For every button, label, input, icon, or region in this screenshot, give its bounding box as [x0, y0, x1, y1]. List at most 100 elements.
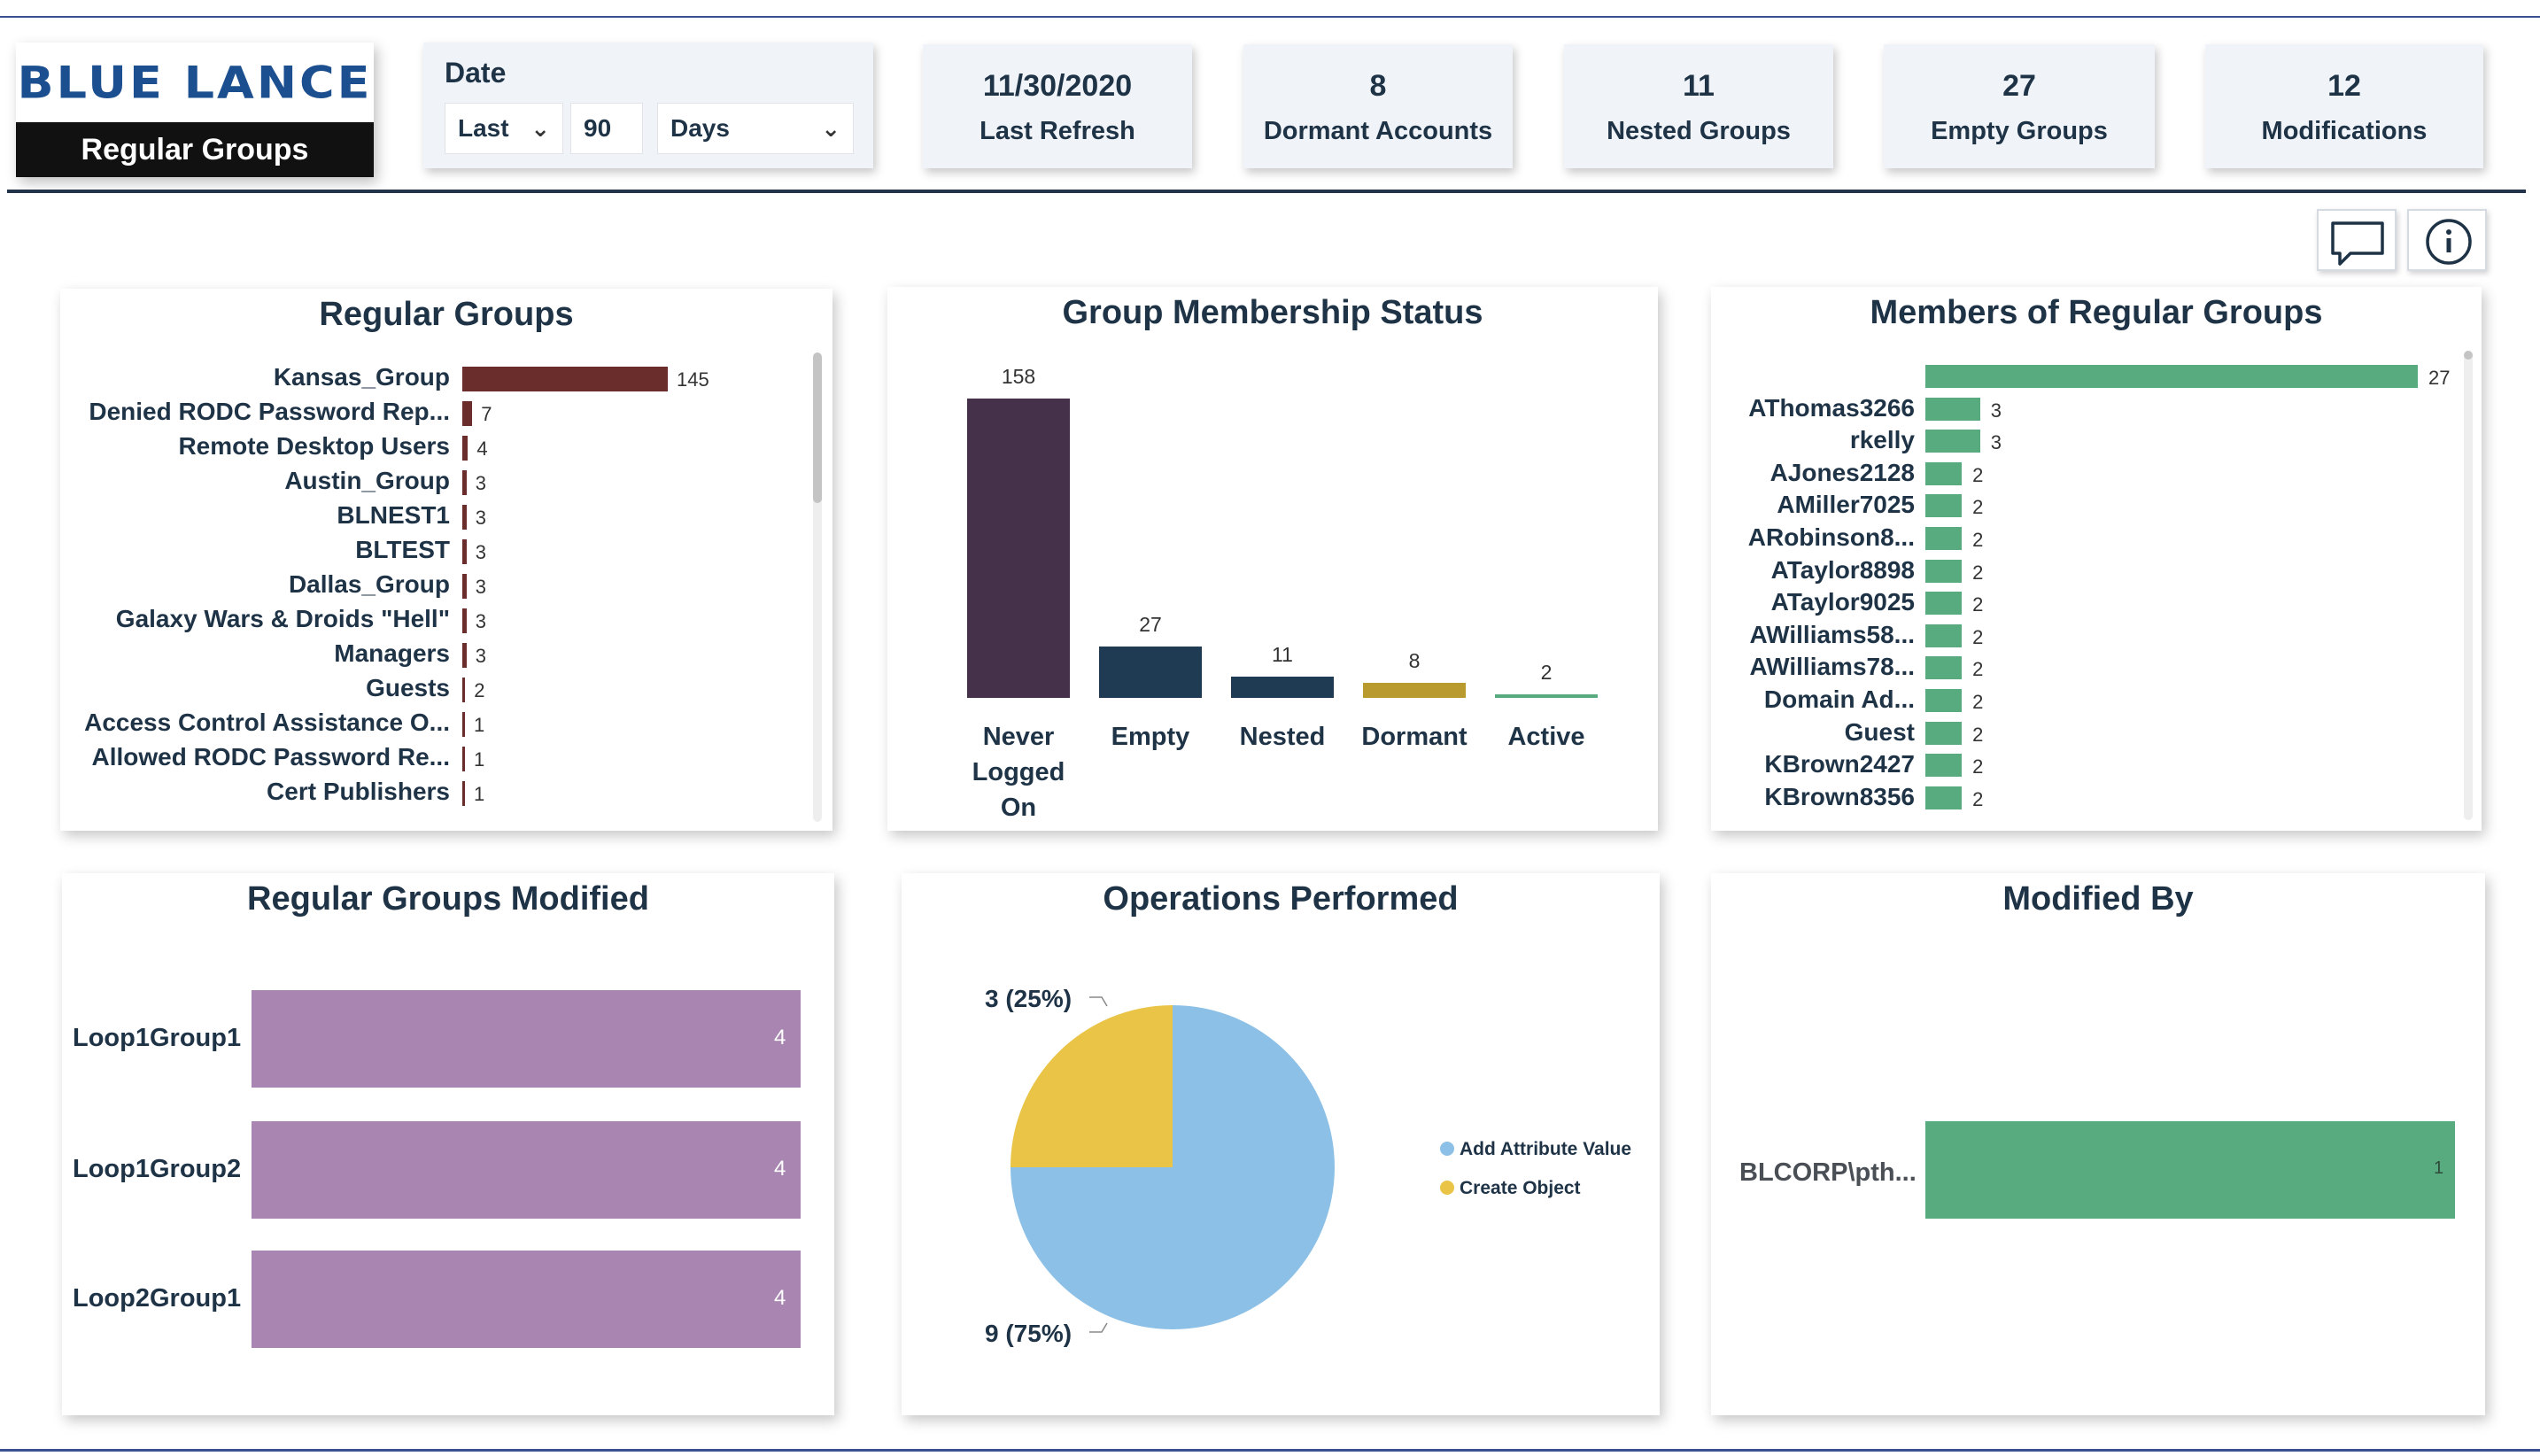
kpi-value: 27 [2002, 69, 2036, 103]
bar [1925, 559, 1963, 583]
bar-label: AMiller7025 [1777, 491, 1915, 519]
kpi-label: Nested Groups [1607, 117, 1791, 145]
unit-dropdown[interactable]: Days ⌄ [657, 103, 854, 154]
bar-value: 2 [474, 679, 485, 701]
bar-label: AThomas3266 [1748, 393, 1915, 422]
bar [1925, 656, 1963, 680]
period-dropdown[interactable]: Last ⌄ [445, 103, 563, 154]
category-label: Empty [1111, 723, 1190, 751]
bar-value: 8 [1408, 648, 1421, 672]
info-icon [2426, 219, 2472, 265]
kpi-value: 11 [1683, 69, 1715, 103]
date-filter-title: Date [445, 57, 507, 89]
bar [462, 574, 467, 599]
bar [1925, 430, 1980, 453]
bar-label: BLCORP\pth... [1739, 1158, 1917, 1187]
header-divider [7, 190, 2526, 193]
bar-value: 1 [474, 748, 485, 771]
bar-value: 2 [1972, 691, 1984, 713]
pie-chart [1011, 996, 1335, 1333]
category-label: Dormant [1361, 723, 1467, 751]
scrollbar-track[interactable] [813, 352, 822, 822]
legend-label: Create Object [1460, 1178, 1581, 1198]
chart-title: Regular Groups Modified [247, 880, 649, 918]
bar-value: 1 [2434, 1158, 2444, 1178]
bar-label: Galaxy Wars & Droids "Hell" [115, 605, 450, 632]
kpi-empty-groups: 27 Empty Groups [1884, 44, 2155, 168]
bar [462, 643, 467, 668]
bar-label: Guests [366, 674, 450, 701]
bar-value: 4 [774, 1157, 786, 1181]
bar-label: Allowed RODC Password Re... [91, 743, 450, 771]
bar [462, 678, 466, 702]
bar-value: 2 [1972, 755, 1984, 778]
bar-label: Domain Ad... [1763, 685, 1915, 713]
scrollbar-thumb[interactable] [2464, 351, 2473, 360]
bar [1925, 397, 1980, 421]
kpi-label: Dormant Accounts [1263, 117, 1493, 145]
bar-label: ATaylor8898 [1770, 555, 1915, 584]
bar-value: 2 [1972, 787, 1984, 810]
bar-label: Cert Publishers [267, 778, 450, 805]
kpi-dormant-accounts: 8 Dormant Accounts [1243, 44, 1513, 168]
chevron-down-icon: ⌄ [821, 115, 840, 142]
comment-button[interactable] [2317, 209, 2397, 271]
top-border [0, 16, 2540, 18]
bar [1925, 494, 1963, 518]
bar [252, 990, 801, 1088]
bar [1925, 721, 1963, 745]
bar-value: 4 [774, 1026, 786, 1049]
kpi-label: Empty Groups [1931, 117, 2108, 145]
bar-label: Loop1Group1 [73, 1024, 242, 1052]
bar [1231, 677, 1334, 698]
bar-label: AJones2128 [1769, 458, 1915, 486]
bar-label: Kansas_Group [273, 363, 450, 391]
bar-label: Remote Desktop Users [178, 432, 450, 460]
bar-label: KBrown8356 [1764, 782, 1915, 810]
pie-slice[interactable] [1011, 1005, 1173, 1167]
bar-label: AWilliams78... [1749, 653, 1916, 681]
chart-title: Modified By [2002, 880, 2194, 918]
bar-value: 1 [474, 714, 485, 736]
bar [1925, 1121, 2455, 1219]
bar-value: 2 [1972, 529, 1984, 551]
bar-value: 2 [1972, 561, 1984, 584]
speech-bubble-icon [2331, 221, 2384, 266]
amount-input[interactable]: 90 [570, 103, 643, 154]
scrollbar-track[interactable] [2464, 351, 2473, 820]
leader-line [1089, 1322, 1108, 1333]
bar-label: BLNEST1 [337, 501, 450, 529]
kpi-label: Last Refresh [980, 117, 1135, 145]
bar-value: 2 [1540, 660, 1553, 684]
bar-value: 3 [475, 645, 487, 667]
bar-label: rkelly [1849, 426, 1915, 454]
regular-groups-modified-chart: Regular Groups Modified Loop1Group1 4 Loop… [62, 873, 834, 1415]
bar [1925, 786, 1963, 809]
page-title: Regular Groups [16, 122, 374, 177]
category-label: Nested [1239, 723, 1326, 751]
bar-value: 3 [475, 472, 487, 494]
bar [1925, 754, 1963, 778]
bar-value: 2 [1972, 496, 1984, 519]
chart-title: Operations Performed [1103, 880, 1459, 918]
bar [1925, 623, 1963, 647]
bar [462, 505, 467, 530]
bar-value: 27 [1139, 613, 1162, 637]
scrollbar-thumb[interactable] [813, 352, 822, 503]
kpi-modifications: 12 Modifications [2205, 44, 2483, 168]
bar-value: 4 [476, 438, 488, 460]
category-label: Active [1507, 723, 1585, 751]
legend-item[interactable]: Add Attribute Value [1440, 1139, 1631, 1160]
kpi-value: 11/30/2020 [982, 69, 1133, 103]
amount-value: 90 [584, 114, 612, 142]
chart-title: Group Membership Status [1062, 294, 1483, 331]
bar-value: 3 [1990, 399, 2002, 422]
bar-value: 3 [1990, 431, 2002, 454]
legend-item[interactable]: Create Object [1440, 1178, 1581, 1199]
info-button[interactable] [2407, 209, 2487, 271]
bar-value: 3 [475, 576, 487, 598]
bar-label: Loop1Group2 [73, 1155, 242, 1183]
operations-performed-chart: Operations Performed 3 (25%) 9 (75%) Add A… [902, 873, 1660, 1415]
pie-data-label: 3 (25%) [985, 985, 1073, 1012]
kpi-value: 8 [1369, 69, 1387, 103]
